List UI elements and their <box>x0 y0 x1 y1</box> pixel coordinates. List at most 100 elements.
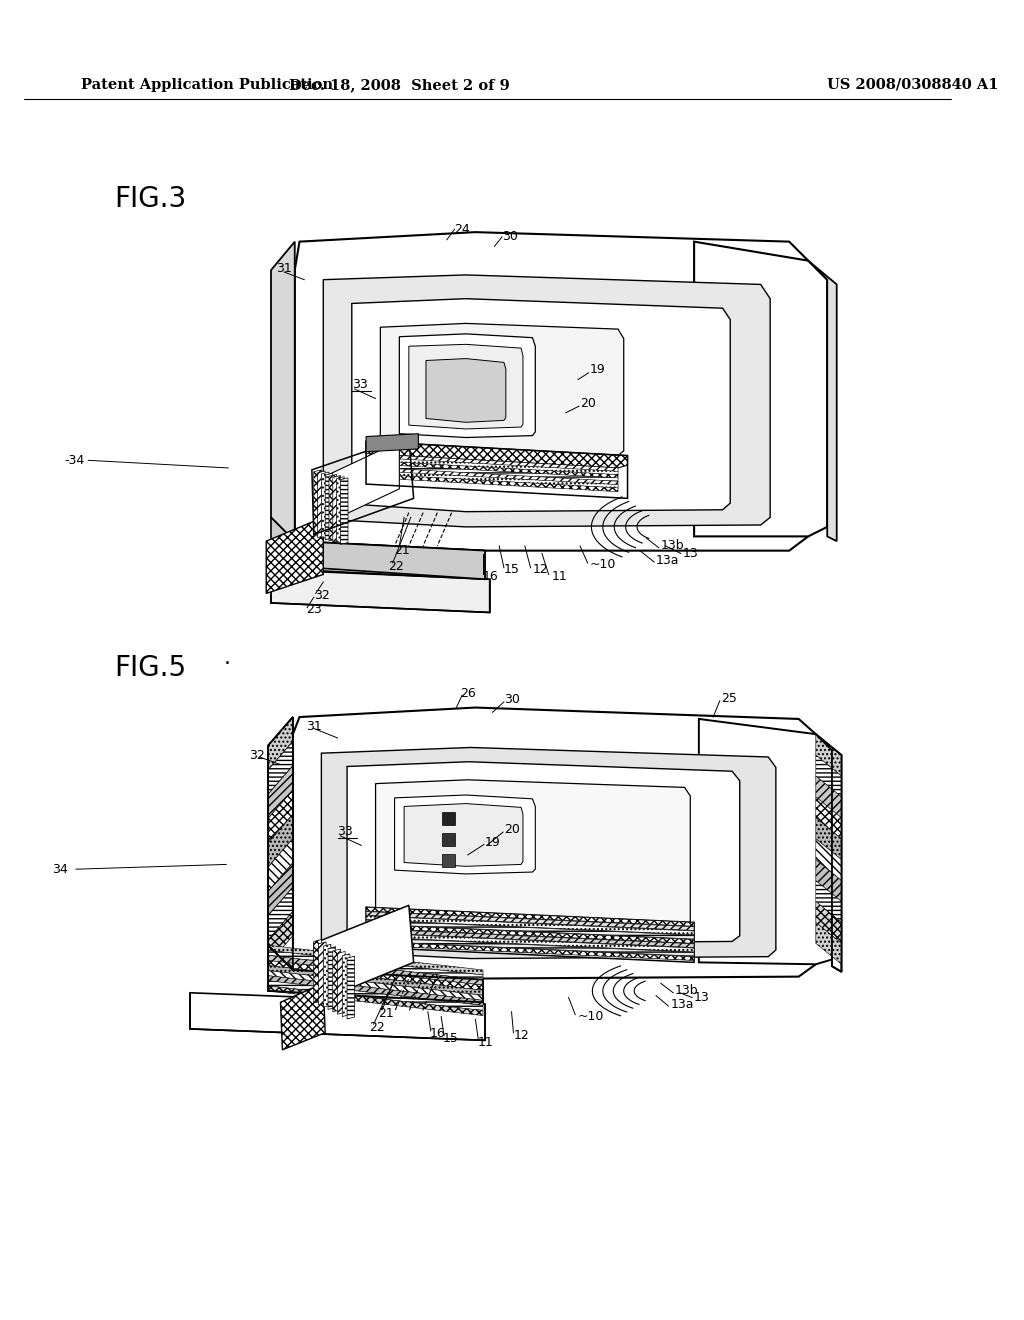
Bar <box>442 854 456 867</box>
Bar <box>442 812 456 825</box>
Polygon shape <box>366 924 694 944</box>
Text: 25: 25 <box>721 692 736 705</box>
Polygon shape <box>268 863 293 916</box>
Polygon shape <box>342 954 350 1016</box>
Text: 24: 24 <box>455 223 470 236</box>
Text: Dec. 18, 2008  Sheet 2 of 9: Dec. 18, 2008 Sheet 2 of 9 <box>289 78 510 92</box>
Text: -34: -34 <box>65 454 85 467</box>
Polygon shape <box>268 887 293 940</box>
Text: 20: 20 <box>504 822 520 836</box>
Text: ~10: ~10 <box>590 558 615 572</box>
Polygon shape <box>366 457 618 475</box>
Polygon shape <box>816 838 842 880</box>
Text: 13: 13 <box>694 991 710 1005</box>
Polygon shape <box>271 570 489 612</box>
Text: 20: 20 <box>580 397 596 409</box>
Text: 13a: 13a <box>671 998 694 1011</box>
Text: 19: 19 <box>485 836 501 849</box>
Polygon shape <box>333 949 340 1012</box>
Polygon shape <box>268 975 483 1006</box>
Polygon shape <box>313 940 322 1002</box>
Polygon shape <box>816 797 842 838</box>
Polygon shape <box>313 906 414 1002</box>
Polygon shape <box>338 952 345 1014</box>
Text: 22: 22 <box>388 560 403 573</box>
Polygon shape <box>694 242 827 536</box>
Text: US 2008/0308840 A1: US 2008/0308840 A1 <box>827 78 998 92</box>
Polygon shape <box>366 920 694 939</box>
Polygon shape <box>376 780 690 928</box>
Polygon shape <box>268 717 293 970</box>
Text: 16: 16 <box>483 570 499 583</box>
Text: FIG.5: FIG.5 <box>114 653 186 681</box>
Text: 11: 11 <box>477 1036 494 1048</box>
Polygon shape <box>281 983 326 1049</box>
Polygon shape <box>816 734 842 776</box>
Polygon shape <box>394 795 536 874</box>
Text: 16: 16 <box>430 1027 445 1040</box>
Polygon shape <box>366 441 628 467</box>
Polygon shape <box>366 434 419 451</box>
Text: 15: 15 <box>443 1032 459 1045</box>
Polygon shape <box>268 766 293 818</box>
Polygon shape <box>816 923 842 965</box>
Polygon shape <box>366 907 694 927</box>
Polygon shape <box>268 986 483 1015</box>
Polygon shape <box>347 956 354 1019</box>
Polygon shape <box>318 441 399 527</box>
Polygon shape <box>816 776 842 818</box>
Polygon shape <box>326 474 333 540</box>
Polygon shape <box>322 747 776 958</box>
Polygon shape <box>268 970 483 1001</box>
Polygon shape <box>268 717 293 770</box>
Polygon shape <box>347 762 739 944</box>
Polygon shape <box>337 477 344 544</box>
Text: 19: 19 <box>590 363 605 376</box>
Polygon shape <box>268 945 483 1002</box>
Polygon shape <box>317 471 326 537</box>
Text: 23: 23 <box>306 603 322 616</box>
Text: 13b: 13b <box>660 540 684 552</box>
Polygon shape <box>380 323 624 458</box>
Polygon shape <box>268 789 293 842</box>
Polygon shape <box>333 475 340 543</box>
Polygon shape <box>366 937 694 956</box>
Text: 30: 30 <box>502 231 518 243</box>
Text: 26: 26 <box>460 686 476 700</box>
Polygon shape <box>266 517 324 594</box>
Polygon shape <box>340 478 348 544</box>
Polygon shape <box>816 902 842 944</box>
Polygon shape <box>318 942 326 1005</box>
Polygon shape <box>409 345 523 429</box>
Polygon shape <box>366 933 694 952</box>
Polygon shape <box>404 804 523 866</box>
Text: 32: 32 <box>249 748 265 762</box>
Polygon shape <box>366 474 618 492</box>
Text: 12: 12 <box>532 564 548 576</box>
Polygon shape <box>271 242 295 541</box>
Polygon shape <box>698 719 831 965</box>
Text: 12: 12 <box>513 1030 529 1041</box>
Bar <box>442 833 456 846</box>
Polygon shape <box>816 734 842 972</box>
Polygon shape <box>426 359 506 422</box>
Polygon shape <box>268 956 483 985</box>
Text: 15: 15 <box>504 564 520 576</box>
Polygon shape <box>268 965 483 995</box>
Polygon shape <box>268 814 293 867</box>
Polygon shape <box>324 275 770 527</box>
Polygon shape <box>268 742 293 795</box>
Polygon shape <box>366 467 618 484</box>
Text: ·: · <box>223 653 230 673</box>
Polygon shape <box>399 334 536 437</box>
Polygon shape <box>268 961 483 990</box>
Polygon shape <box>816 755 842 797</box>
Text: 33: 33 <box>338 825 353 838</box>
Polygon shape <box>366 470 618 488</box>
Polygon shape <box>293 708 816 978</box>
Polygon shape <box>816 859 842 902</box>
Polygon shape <box>366 461 618 478</box>
Polygon shape <box>268 981 483 1011</box>
Text: 32: 32 <box>313 589 330 602</box>
Text: 13: 13 <box>683 546 698 560</box>
